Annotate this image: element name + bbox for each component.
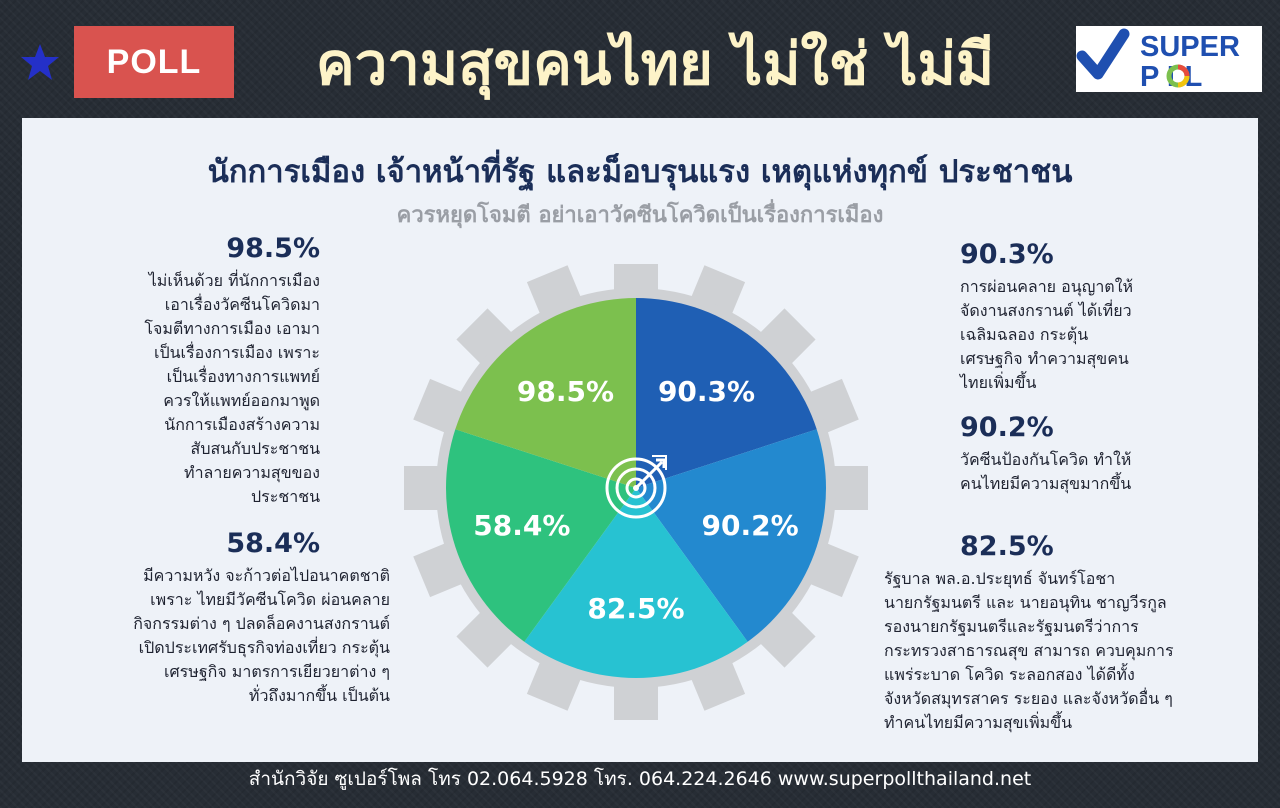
logo-text-super: SUPER	[1140, 31, 1240, 63]
stat-line: จัดงานสงกรานต์ ได้เที่ยว	[960, 301, 1132, 320]
stat-line: คนไทยมีความสุขมากขึ้น	[960, 474, 1132, 493]
stat-line: รัฐบาล พล.อ.ประยุทธ์ จันทร์โอชา	[884, 569, 1116, 588]
stat-line: ไม่เห็นด้วย ที่นักการเมือง	[148, 271, 320, 290]
stat-line: ทั่วถึงมากขึ้น เป็นต้น	[248, 686, 390, 705]
stat-line: เอาเรื่องวัคซีนโควิดมา	[164, 295, 320, 314]
pie-slice-label: 98.5%	[517, 375, 614, 408]
pie-slice	[446, 429, 636, 642]
stat-line: มีความหวัง จะก้าวต่อไปอนาคตชาติ	[143, 566, 390, 585]
target-icon	[605, 455, 667, 519]
stat-percent: 98.5%	[226, 233, 320, 264]
pie-slice	[524, 488, 748, 678]
stat-percent: 90.2%	[960, 412, 1054, 443]
stat-line: นักการเมืองสร้างความ	[164, 415, 320, 434]
stat-line: โจมตีทางการเมือง เอามา	[144, 319, 320, 338]
stat-line: เศรษฐกิจ ทำความสุขคน	[960, 349, 1129, 368]
pie-slice-label: 90.2%	[702, 509, 799, 542]
stat-line: กระทรวงสาธารณสุข สามารถ ควบคุมการ	[884, 641, 1174, 660]
stat-line: เป็นเรื่องการเมือง เพราะ	[153, 343, 320, 362]
stat-line: กิจกรรมต่าง ๆ ปลดล็อคงานสงกรานต์	[133, 614, 390, 633]
stat-description: วัคซีนป้องกันโควิด ทำให้ คนไทยมีความสุขม…	[960, 448, 1240, 496]
right-stat-2: 90.2% วัคซีนป้องกันโควิด ทำให้ คนไทยมีคว…	[960, 412, 1240, 496]
pie-slice	[455, 298, 636, 488]
left-stat-1: 98.5% ไม่เห็นด้วย ที่นักการเมือง เอาเรื่…	[70, 233, 320, 509]
pie-slice	[636, 429, 826, 642]
stat-line: การผ่อนคลาย อนุญาตให้	[960, 277, 1134, 296]
stat-line: ทำคนไทยมีความสุขเพิ่มขึ้น	[884, 713, 1073, 732]
subheadline: ควรหยุดโจมตี อย่าเอาวัคซีนโควิดเป็นเรื่อ…	[396, 203, 884, 228]
stat-line: ประชาชน	[251, 487, 320, 506]
footer-contact: สำนักวิจัย ซูเปอร์โพล โทร 02.064.5928 โท…	[248, 768, 1032, 790]
logo-ring-icon	[1166, 64, 1190, 88]
stat-line: เฉลิมฉลอง กระตุ้น	[960, 325, 1089, 344]
right-stat-1: 90.3% การผ่อนคลาย อนุญาตให้ จัดงานสงกราน…	[960, 239, 1240, 395]
pie-labels: 90.3% 90.2% 82.5% 58.4% 98.5%	[473, 375, 798, 625]
star-icon	[21, 44, 59, 80]
stat-line: นายกรัฐมนตรี และ นายอนุทิน ชาญวีรกูล	[884, 593, 1167, 612]
stat-description: ไม่เห็นด้วย ที่นักการเมือง เอาเรื่องวัคซ…	[70, 269, 320, 509]
stat-description: รัฐบาล พล.อ.ประยุทธ์ จันทร์โอชา นายกรัฐม…	[884, 567, 1260, 735]
stat-line: เปิดประเทศรับธุรกิจท่องเที่ยว กระตุ้น	[138, 638, 390, 657]
stat-percent: 58.4%	[226, 528, 320, 559]
stat-line: เศรษฐกิจ มาตรการเยียวยาต่าง ๆ	[164, 662, 390, 681]
stat-description: มีความหวัง จะก้าวต่อไปอนาคตชาติ เพราะ ไท…	[30, 564, 390, 708]
page-title: ความสุขคนไทย ไม่ใช่ ไม่มี	[315, 29, 995, 98]
stat-percent: 90.3%	[960, 239, 1054, 270]
stat-line: เป็นเรื่องทางการแพทย์	[166, 367, 320, 386]
stat-line: จังหวัดสมุทรสาคร ระยอง และจังหวัดอื่น ๆ	[884, 689, 1173, 708]
pie-slices	[446, 298, 826, 678]
stat-line: ทำลายความสุขของ	[184, 463, 320, 482]
superpoll-logo: SUPER P LL	[1076, 26, 1262, 93]
pie-slice-label: 82.5%	[587, 592, 684, 625]
stat-percent: 82.5%	[960, 531, 1054, 562]
stat-line: ไทยเพิ่มขึ้น	[960, 373, 1037, 392]
pie-chart: 90.3% 90.2% 82.5% 58.4% 98.5%	[404, 264, 868, 720]
headline: นักการเมือง เจ้าหน้าที่รัฐ และม็อบรุนแรง…	[207, 154, 1073, 190]
poll-badge: POLL	[74, 26, 234, 98]
stat-description: การผ่อนคลาย อนุญาตให้ จัดงานสงกรานต์ ได้…	[960, 275, 1240, 395]
stat-line: รองนายกรัฐมนตรีและรัฐมนตรีว่าการ	[884, 617, 1139, 636]
pie-slice-label: 58.4%	[473, 509, 570, 542]
stat-line: สับสนกับประชาชน	[190, 439, 320, 458]
left-stat-2: 58.4% มีความหวัง จะก้าวต่อไปอนาคตชาติ เพ…	[30, 528, 390, 708]
stat-line: วัคซีนป้องกันโควิด ทำให้	[960, 450, 1132, 469]
right-stat-3: 82.5% รัฐบาล พล.อ.ประยุทธ์ จันทร์โอชา นา…	[884, 531, 1260, 735]
stat-line: เพราะ ไทยมีวัคซีนโควิด ผ่อนคลาย	[150, 590, 390, 609]
pie-slice	[636, 298, 817, 488]
stat-line: แพร่ระบาด โควิด ระลอกสอง ได้ดีทั้ง	[884, 665, 1135, 684]
stat-line: ควรให้แพทย์ออกมาพูด	[163, 391, 320, 410]
pie-slice-label: 90.3%	[658, 375, 755, 408]
